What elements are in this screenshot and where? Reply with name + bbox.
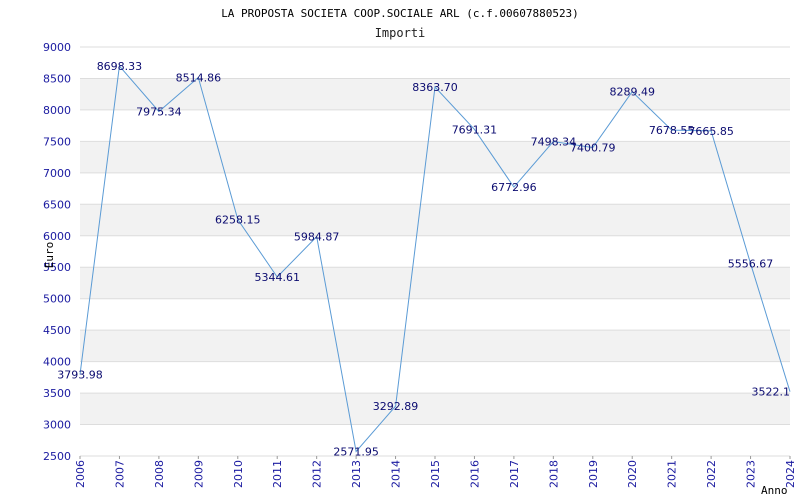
x-tick-label: 2008: [153, 460, 166, 488]
x-tick-label: 2006: [74, 460, 87, 488]
y-axis-ticks: 2500 3000 3500 4000 4500 5000 5500 6000 6500 7000…: [43, 41, 71, 463]
y-tick-label: 5000: [43, 293, 71, 306]
data-label: 8514.86: [176, 72, 222, 85]
x-tick-label: 2016: [468, 460, 481, 488]
grid-band: [80, 141, 790, 173]
data-label: 7975.34: [136, 105, 182, 118]
x-tick-label: 2015: [429, 460, 442, 488]
y-tick-label: 3500: [43, 387, 71, 400]
y-tick-label: 5500: [43, 261, 71, 274]
x-tick-label: 2024: [784, 460, 797, 488]
y-tick-label: 6500: [43, 198, 71, 211]
data-label: 5344.61: [254, 271, 300, 284]
y-tick-label: 9000: [43, 41, 71, 54]
chart-title: LA PROPOSTA SOCIETA COOP.SOCIALE ARL (c.…: [221, 7, 579, 20]
x-tick-label: 2020: [626, 460, 639, 488]
x-tick-label: 2018: [547, 460, 560, 488]
data-label: 7678.55: [649, 124, 695, 137]
data-label: 3793.98: [57, 369, 103, 382]
grid-band: [80, 393, 790, 425]
grid-band: [80, 204, 790, 236]
data-label: 5556.67: [728, 258, 774, 271]
data-label: 7498.34: [531, 135, 577, 148]
y-tick-label: 8500: [43, 72, 71, 85]
x-tick-label: 2017: [508, 460, 521, 488]
data-label: 3292.89: [373, 400, 419, 413]
y-tick-label: 3000: [43, 419, 71, 432]
y-tick-label: 7500: [43, 135, 71, 148]
grid-band: [80, 267, 790, 299]
y-tick-label: 8000: [43, 104, 71, 117]
y-axis-label: Euro: [43, 242, 56, 269]
x-tick-label: 2009: [192, 460, 205, 488]
x-tick-label: 2012: [311, 460, 324, 488]
x-axis-label: Anno: [761, 484, 788, 497]
x-tick-label: 2010: [232, 460, 245, 488]
data-label: 5984.87: [294, 231, 340, 244]
data-label: 6258.15: [215, 214, 261, 227]
y-tick-label: 2500: [43, 450, 71, 463]
grid-band: [80, 330, 790, 362]
grid-band: [80, 78, 790, 110]
data-label: 3522.1: [752, 386, 791, 399]
data-label: 6772.96: [491, 181, 537, 194]
y-tick-label: 6000: [43, 230, 71, 243]
x-tick-label: 2007: [113, 460, 126, 488]
x-tick-label: 2022: [705, 460, 718, 488]
x-tick-label: 2013: [350, 460, 363, 488]
y-tick-label: 4500: [43, 324, 71, 337]
x-axis-ticks: 2006 2007 2008 2009 2010 2011 2012 2013 2014 2015…: [74, 456, 797, 488]
x-tick-label: 2023: [745, 460, 758, 488]
chart-subtitle: Importi: [375, 26, 426, 40]
data-label: 7400.79: [570, 142, 616, 155]
y-tick-label: 7000: [43, 167, 71, 180]
data-label: 2571.95: [333, 445, 379, 458]
x-tick-label: 2014: [390, 460, 403, 488]
data-label: 8363.70: [412, 81, 458, 94]
series-line: [79, 64, 791, 453]
x-tick-label: 2021: [666, 460, 679, 488]
data-label: 7665.85: [688, 125, 734, 138]
x-tick-label: 2019: [587, 460, 600, 488]
data-label: 8289.49: [609, 86, 655, 99]
data-labels: 3793.98 8698.33 7975.34 8514.86 6258.15 5344.…: [57, 60, 790, 458]
x-tick-label: 2011: [271, 460, 284, 488]
data-label: 7691.31: [452, 123, 498, 136]
grid-bands: [80, 78, 790, 425]
data-label: 8698.33: [97, 60, 143, 73]
y-tick-label: 4000: [43, 356, 71, 369]
